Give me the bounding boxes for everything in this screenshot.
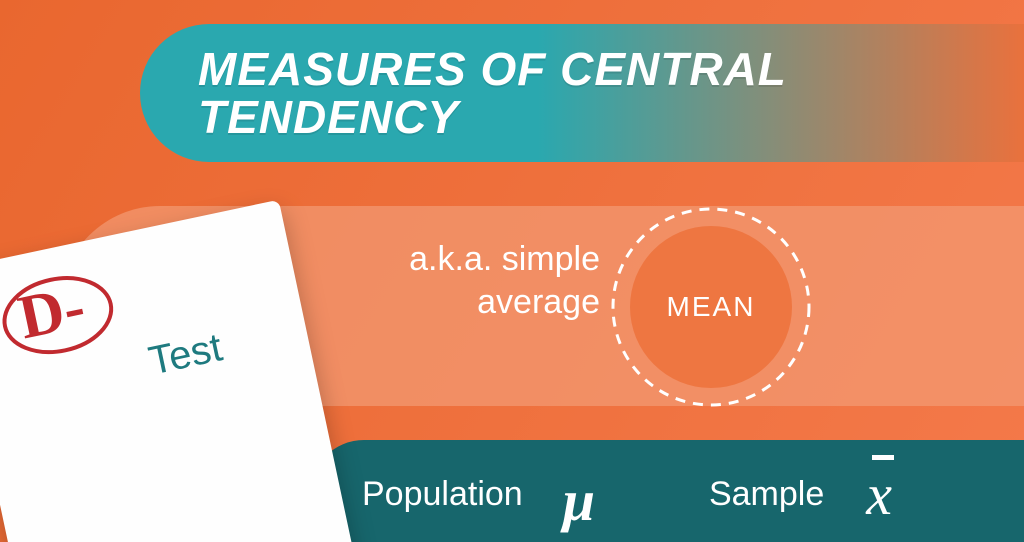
paper-title: Test bbox=[145, 325, 226, 384]
mean-label: MEAN bbox=[667, 291, 756, 323]
infographic-canvas: MEASURES OF CENTRAL TENDENCY a.k.a. simp… bbox=[0, 0, 1024, 542]
subtitle-text: a.k.a. simple average bbox=[300, 238, 600, 323]
title-text: MEASURES OF CENTRAL TENDENCY bbox=[198, 45, 787, 142]
x-bar-symbol-icon: x bbox=[866, 461, 892, 528]
title-banner: MEASURES OF CENTRAL TENDENCY bbox=[140, 24, 1024, 162]
symbols-banner: Population μ Sample x bbox=[310, 440, 1024, 542]
x-bar-overline-icon bbox=[872, 455, 894, 461]
mean-inner-circle: MEAN bbox=[630, 226, 792, 388]
mean-badge: MEAN bbox=[608, 204, 814, 410]
grade-text: D- bbox=[13, 271, 92, 354]
mu-symbol-icon: μ bbox=[563, 467, 595, 534]
population-label: Population bbox=[362, 475, 523, 514]
sample-label: Sample bbox=[709, 475, 824, 514]
